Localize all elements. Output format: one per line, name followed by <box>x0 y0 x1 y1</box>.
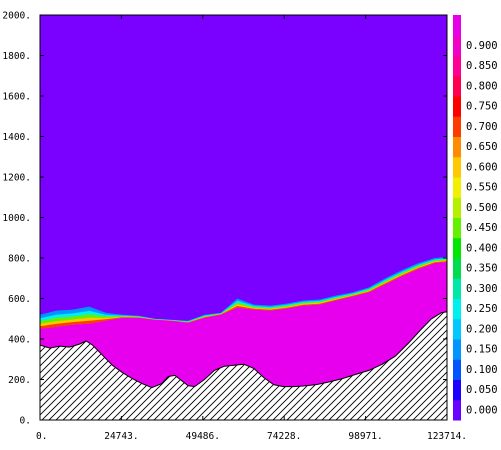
colorbar-label: 0.050 <box>466 384 498 396</box>
colorbar-swatch <box>453 318 461 340</box>
colorbar-swatch <box>453 399 461 421</box>
colorbar-swatch <box>453 278 461 299</box>
colorbar-swatch <box>453 359 461 380</box>
colorbar-label: 0.100 <box>466 364 498 376</box>
colorbar-swatch <box>453 35 461 56</box>
colorbar-swatch <box>453 339 461 360</box>
colorbar-label: 0.350 <box>466 263 498 275</box>
colorbar: 0.000 0.050 0.100 0.150 0.200 0.250 0.300 0.350… <box>453 15 498 421</box>
colorbar-label: 0.000 <box>466 404 498 416</box>
colorbar-label: 0.300 <box>466 283 498 295</box>
colorbar-swatch <box>453 197 461 218</box>
terrain-hatch <box>39 311 448 421</box>
y-tick-label: 1800. <box>2 51 31 62</box>
y-tick-label: 1600. <box>2 92 31 103</box>
y-tick-label: 800. <box>8 254 31 265</box>
colorbar-swatch <box>453 237 461 259</box>
colorbar-label: 0.200 <box>466 323 498 335</box>
colorbar-swatch <box>453 156 461 178</box>
y-tick-label: 0. <box>20 416 31 427</box>
colorbar-label: 0.850 <box>466 60 498 72</box>
x-tick-label: 24743. <box>104 431 138 442</box>
x-tick-label: 74228. <box>267 431 301 442</box>
y-tick-label: 1400. <box>2 132 31 143</box>
colorbar-label: 0.500 <box>466 202 498 214</box>
colorbar-swatch <box>453 217 461 239</box>
y-tick-label: 2000. <box>2 11 31 22</box>
y-tick-label: 1200. <box>2 173 31 184</box>
interface-stratum <box>40 261 447 329</box>
colorbar-label: 0.150 <box>466 344 498 356</box>
colorbar-label: 0.550 <box>466 182 498 194</box>
y-tick-label: 400. <box>8 335 31 346</box>
colorbar-label: 0.650 <box>466 141 498 153</box>
colorbar-label: 0.900 <box>466 40 498 52</box>
colorbar-label: 0.800 <box>466 80 498 92</box>
x-tick-label: 0. <box>36 431 47 442</box>
x-tick-label: 123714. <box>427 431 467 442</box>
colorbar-label: 0.700 <box>466 121 498 133</box>
colorbar-label: 0.250 <box>466 303 498 315</box>
y-tick-label: 600. <box>8 294 31 305</box>
colorbar-label: 0.600 <box>466 161 498 173</box>
axes: 0. 200. 400. 600. 800. 1000. 1200. 1400. 1600. 18… <box>2 11 467 443</box>
y-tick-label: 200. <box>8 375 31 386</box>
colorbar-swatch <box>453 136 461 158</box>
colorbar-swatch <box>453 258 461 279</box>
colorbar-swatch <box>453 75 461 97</box>
colorbar-swatch <box>453 379 461 401</box>
plot-area <box>39 15 448 421</box>
colorbar-swatch <box>453 116 461 137</box>
colorbar-label: 0.750 <box>466 101 498 113</box>
colorbar-swatch <box>453 15 461 36</box>
colorbar-swatch <box>453 298 461 320</box>
x-tick-label: 49486. <box>186 431 220 442</box>
colorbar-label: 0.450 <box>466 222 498 234</box>
colorbar-swatch <box>453 96 461 117</box>
x-tick-label: 98971. <box>348 431 382 442</box>
colorbar-swatch <box>453 177 461 198</box>
colorbar-label: 0.400 <box>466 242 498 254</box>
colorbar-swatch <box>453 55 461 77</box>
y-tick-label: 1000. <box>2 213 31 224</box>
